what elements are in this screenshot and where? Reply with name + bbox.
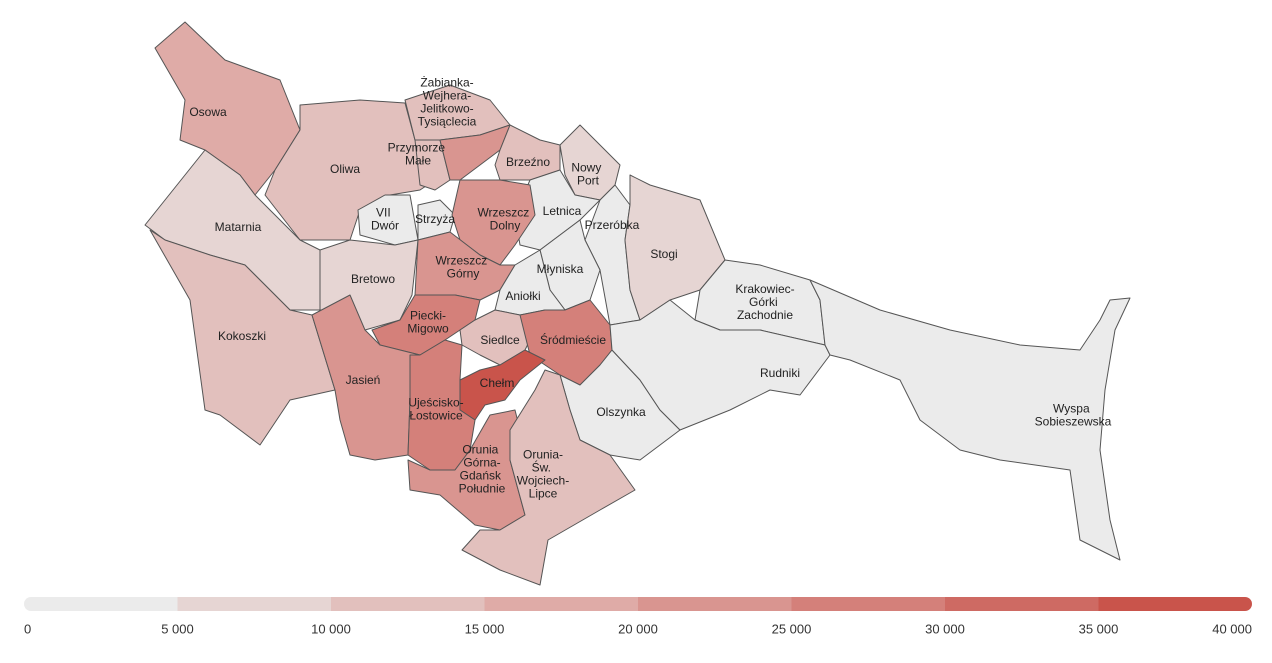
region-label: Rudniki <box>760 366 800 380</box>
legend-swatch <box>1098 597 1252 611</box>
region-label: Kokoszki <box>218 329 266 343</box>
region-label: Krakowiec-Górki Zachodnie <box>735 282 794 322</box>
legend-tick-label: 30 000 <box>925 621 965 636</box>
region-label: Piecki-Migowo <box>407 309 449 336</box>
region-label: Stogi <box>650 247 677 261</box>
region-label: Młyniska <box>537 262 584 276</box>
region-label: Bretowo <box>351 272 395 286</box>
region-label: Oliwa <box>330 162 360 176</box>
region-label: Wyspa Sobieszewska <box>1035 402 1112 429</box>
legend-tick-label: 35 000 <box>1079 621 1119 636</box>
region <box>154 21 301 196</box>
region-label: Orunia Górna-Gdańsk Południe <box>459 443 506 496</box>
region-label: Przymorze Małe <box>388 141 449 168</box>
legend-ticks: 0 5 000 10 000 15 000 20 000 25 000 30 000 35 0… <box>24 621 1252 636</box>
region-label: Śródmieście <box>540 332 606 347</box>
region <box>414 139 451 191</box>
region-label: Orunia-Św. Wojciech-Lipce <box>517 448 569 501</box>
legend-swatch <box>791 597 946 611</box>
legend-tick-label: 5 000 <box>161 621 194 636</box>
regions <box>144 21 1131 586</box>
region-label: Matarnia <box>215 220 262 234</box>
legend-tick-label: 0 <box>24 621 31 636</box>
region <box>407 339 476 471</box>
region-label: Przeróbka <box>585 218 640 232</box>
legend-tick-label: 15 000 <box>465 621 505 636</box>
region-labels: Osowa Oliwa Matarnia Kokoszki VII Dwór Strzyż… <box>189 76 1111 501</box>
legend <box>24 597 1252 611</box>
region-label: Żabianka-Wejhera-Jelitkowo-Tysiąclecia <box>418 76 477 129</box>
region-label: Letnica <box>543 204 582 218</box>
legend-tick-label: 10 000 <box>311 621 351 636</box>
region-label: Ujeścisko-Łostowice <box>408 396 463 423</box>
region <box>417 199 456 241</box>
region-label: Wrzeszcz Górny <box>435 254 490 281</box>
legend-tick-label: 20 000 <box>618 621 658 636</box>
region <box>451 179 536 266</box>
region-label: Olszynka <box>596 405 646 419</box>
region-label: VII Dwór <box>371 206 399 233</box>
region-label: Chełm <box>480 376 515 390</box>
region-label: Osowa <box>189 105 227 119</box>
region-label: Brzeźno <box>506 155 550 169</box>
legend-swatch <box>177 597 332 611</box>
legend-swatch <box>331 597 485 611</box>
legend-swatch <box>638 597 792 611</box>
region-label: Siedlce <box>480 333 520 347</box>
region-label: Jasień <box>346 373 381 387</box>
region-label: Wrzeszcz Dolny <box>477 206 532 233</box>
legend-tick-label: 25 000 <box>772 621 812 636</box>
legend-swatch <box>484 597 639 611</box>
legend-swatch <box>24 597 178 611</box>
region-label: Strzyża <box>415 212 455 226</box>
region <box>609 299 831 431</box>
legend-swatch <box>945 597 1099 611</box>
region <box>461 369 636 586</box>
region <box>809 279 1131 561</box>
region-label: Aniołki <box>505 289 540 303</box>
region-label: Nowy Port <box>571 161 604 188</box>
legend-tick-label: 40 000 <box>1212 621 1252 636</box>
